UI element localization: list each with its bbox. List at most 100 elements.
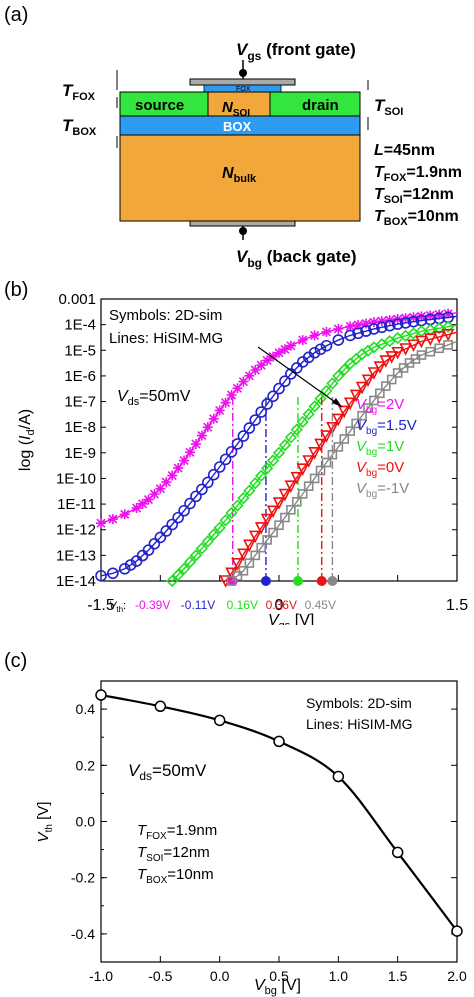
data-point [107, 514, 118, 525]
data-point [166, 518, 178, 531]
y-tick-label: 0.2 [76, 757, 96, 773]
data-point [248, 530, 262, 544]
data-point [213, 461, 226, 473]
y-tick-label: 1E-8 [64, 419, 96, 436]
data-point [148, 537, 161, 550]
data-point [326, 377, 339, 390]
data-point [391, 846, 404, 859]
data-point [219, 453, 232, 466]
data-point [363, 403, 373, 413]
x-tick-label: 0.5 [269, 968, 289, 984]
data-point [332, 770, 345, 783]
x-tick-label: 0.0 [210, 968, 230, 984]
data-point [383, 319, 396, 332]
data-point [407, 339, 420, 353]
data-point [303, 481, 314, 491]
data-point [344, 329, 357, 342]
chart-c-param: TBOX=10nm [137, 866, 214, 886]
data-point [308, 400, 321, 413]
data-point [399, 317, 412, 329]
data-point [308, 447, 321, 460]
data-point [225, 506, 238, 520]
box-text: BOX [223, 119, 252, 134]
source-text: source [135, 97, 184, 114]
data-point [279, 344, 290, 355]
data-point [254, 522, 268, 535]
chart-c-legend-symbols: Symbols: 2D-sim [306, 695, 412, 711]
data-point [207, 468, 220, 481]
data-point [267, 390, 279, 403]
data-point [367, 367, 381, 380]
data-point [302, 455, 315, 468]
data-point [232, 383, 243, 394]
drain-text: drain [302, 97, 339, 114]
data-point [160, 525, 173, 537]
data-point [172, 568, 185, 582]
data-point [268, 527, 278, 538]
chart-c-series [95, 689, 463, 937]
data-point [416, 311, 427, 322]
data-point [332, 369, 345, 383]
data-point [416, 350, 427, 360]
y-tick-label: -0.2 [71, 870, 95, 886]
data-point [185, 447, 195, 458]
chart-b-x-ticks: -1.5 0 1.5 [87, 575, 468, 614]
series [219, 328, 458, 588]
data-point [142, 544, 155, 556]
data-point [238, 376, 249, 387]
data-point [118, 562, 131, 575]
data-point [286, 504, 296, 515]
data-point [451, 925, 463, 937]
data-point [155, 483, 166, 494]
y-tick-label: 0.0 [76, 814, 96, 830]
x-tick-label: -0.5 [148, 968, 172, 984]
data-point [178, 504, 190, 517]
data-point [219, 514, 232, 527]
legend-entry: Vbg=1.5V [356, 417, 417, 437]
data-point [320, 430, 333, 443]
y-tick-label: 1E-4 [64, 317, 96, 334]
data-point [352, 327, 364, 340]
data-point [256, 360, 267, 371]
tfox-label: TFOX [62, 81, 96, 103]
data-point [262, 535, 272, 545]
data-point [268, 351, 279, 362]
data-point [261, 462, 274, 475]
data-point [261, 398, 273, 410]
chart-c-y-ticks: 0.4 0.2 0.0 -0.2 -0.4 [71, 680, 457, 963]
data-point [343, 397, 357, 411]
data-point [355, 381, 369, 395]
data-point [296, 463, 310, 476]
data-point [190, 439, 201, 450]
y-tick-label: 1E-12 [56, 522, 96, 539]
data-point [280, 512, 290, 523]
data-point [249, 414, 262, 426]
data-point [337, 405, 351, 419]
bulk-layer [119, 134, 361, 222]
data-point [309, 330, 320, 341]
data-point [189, 549, 203, 562]
data-point [441, 328, 455, 342]
chart-c-ylabel: Vth [V] [35, 802, 55, 843]
data-point [386, 374, 397, 385]
data-point [425, 310, 436, 321]
data-point [274, 347, 284, 358]
data-point [172, 511, 184, 524]
data-point [320, 339, 333, 352]
back-gate-terminal [239, 227, 247, 235]
data-point [201, 535, 214, 548]
device-param: TBOX=10nm [374, 208, 459, 228]
data-point [196, 483, 208, 496]
device-schematic: Vgs (front gate) FOX source NSOI drain B… [62, 40, 462, 270]
y-tick-label: 1E-7 [64, 394, 96, 411]
data-point [290, 362, 303, 374]
fox-text: FOX [236, 86, 251, 93]
data-point [237, 548, 250, 562]
chart-b-legend-symbols: Symbols: 2D-sim [109, 307, 222, 324]
data-point [107, 567, 119, 580]
data-point [260, 513, 274, 527]
chart-b-series [95, 308, 458, 588]
series [95, 311, 458, 586]
data-point [237, 492, 250, 505]
data-point [376, 321, 388, 334]
